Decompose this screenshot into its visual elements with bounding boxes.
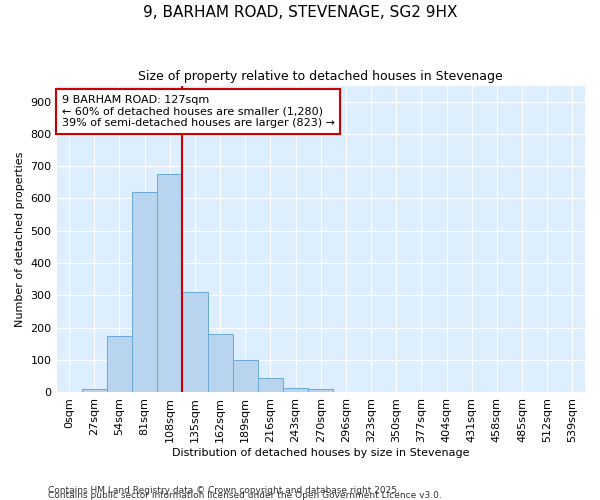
X-axis label: Distribution of detached houses by size in Stevenage: Distribution of detached houses by size … [172, 448, 470, 458]
Bar [132, 192, 157, 392]
Bar [308, 389, 334, 392]
Bar [182, 292, 208, 392]
Bar [107, 336, 132, 392]
Bar [82, 389, 107, 392]
Y-axis label: Number of detached properties: Number of detached properties [15, 151, 25, 326]
Text: Contains HM Land Registry data © Crown copyright and database right 2025.: Contains HM Land Registry data © Crown c… [48, 486, 400, 495]
Bar [258, 378, 283, 392]
Bar [233, 360, 258, 392]
Text: 9, BARHAM ROAD, STEVENAGE, SG2 9HX: 9, BARHAM ROAD, STEVENAGE, SG2 9HX [143, 5, 457, 20]
Title: Size of property relative to detached houses in Stevenage: Size of property relative to detached ho… [139, 70, 503, 83]
Bar [208, 334, 233, 392]
Text: Contains public sector information licensed under the Open Government Licence v3: Contains public sector information licen… [48, 491, 442, 500]
Bar [283, 388, 308, 392]
Bar [157, 174, 182, 392]
Text: 9 BARHAM ROAD: 127sqm
← 60% of detached houses are smaller (1,280)
39% of semi-d: 9 BARHAM ROAD: 127sqm ← 60% of detached … [62, 95, 335, 128]
